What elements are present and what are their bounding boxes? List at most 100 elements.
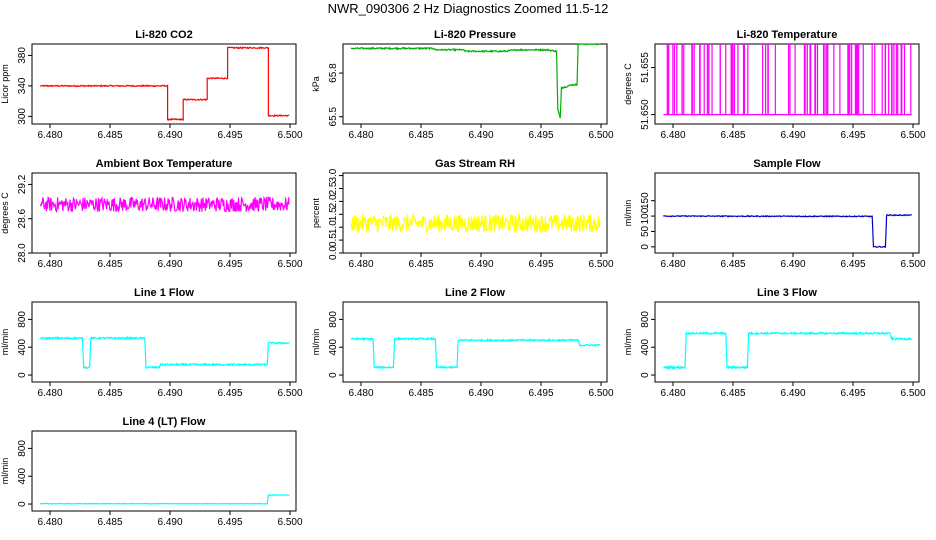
y-tick-label: 800: [640, 311, 651, 328]
y-axis-label: percent: [311, 197, 321, 228]
x-tick-label: 6.490: [157, 517, 182, 528]
y-tick-label: 28.6: [17, 209, 28, 229]
panel-title: Gas Stream RH: [435, 158, 515, 170]
y-tick-label: 400: [17, 338, 28, 355]
plot-frame: [654, 172, 920, 254]
x-tick-label: 6.500: [277, 388, 302, 399]
x-tick-label: 6.480: [348, 388, 373, 399]
x-tick-label: 6.495: [528, 259, 553, 270]
x-tick-label: 6.480: [37, 130, 62, 141]
x-tick-label: 6.500: [900, 130, 925, 141]
y-tick-label: 300: [17, 108, 28, 125]
x-tick-label: 6.480: [37, 388, 62, 399]
x-tick-label: 6.495: [217, 130, 242, 141]
series-line: [350, 212, 601, 234]
y-tick-label: 380: [17, 47, 28, 64]
x-tick-label: 6.485: [97, 130, 122, 141]
x-tick-label: 6.490: [780, 388, 805, 399]
x-tick-label: 6.480: [348, 130, 373, 141]
plot-frame: [31, 430, 297, 512]
x-tick-label: 6.490: [468, 388, 493, 399]
x-tick-label: 6.485: [97, 388, 122, 399]
y-tick-label: 100: [640, 207, 651, 224]
x-tick-label: 6.480: [37, 517, 62, 528]
x-tick-label: 6.500: [277, 517, 302, 528]
plot-frame: [342, 301, 608, 383]
x-tick-label: 6.485: [408, 388, 433, 399]
y-axis-label: kPa: [311, 76, 321, 92]
y-tick-label: 400: [640, 338, 651, 355]
panel-title: Ambient Box Temperature: [96, 158, 233, 170]
y-tick-label: 1.0: [328, 220, 339, 234]
plot-frame: [31, 172, 297, 254]
x-tick-label: 6.490: [157, 259, 182, 270]
panel-title: Li-820 CO2: [135, 29, 192, 41]
x-tick-label: 6.490: [780, 259, 805, 270]
y-tick-label: 28.0: [17, 243, 28, 263]
y-tick-label: 51.655: [640, 52, 651, 83]
panel-title: Sample Flow: [753, 158, 821, 170]
x-tick-label: 6.495: [840, 388, 865, 399]
x-tick-label: 6.480: [660, 130, 685, 141]
x-tick-label: 6.495: [217, 517, 242, 528]
x-tick-label: 6.495: [840, 130, 865, 141]
y-tick-label: 0: [640, 372, 651, 378]
x-tick-label: 6.500: [588, 388, 613, 399]
x-tick-label: 6.500: [588, 259, 613, 270]
plot-frame: [31, 301, 297, 383]
panel-title: Line 3 Flow: [757, 287, 817, 299]
plot-frame: [342, 43, 608, 125]
x-tick-label: 6.480: [660, 259, 685, 270]
y-axis-label: ml/min: [311, 329, 321, 356]
x-tick-label: 6.485: [97, 517, 122, 528]
y-tick-label: 2.0: [328, 194, 339, 208]
series-line: [39, 195, 290, 213]
page-title: NWR_090306 2 Hz Diagnostics Zoomed 11.5-…: [327, 1, 609, 16]
x-tick-label: 6.480: [348, 259, 373, 270]
plot-frame: [31, 43, 297, 125]
y-axis-label: Licor ppm: [0, 64, 10, 104]
y-tick-label: 800: [328, 311, 339, 328]
x-tick-label: 6.490: [468, 130, 493, 141]
panel-title: Line 2 Flow: [445, 287, 505, 299]
x-tick-label: 6.485: [408, 259, 433, 270]
x-tick-label: 6.500: [900, 259, 925, 270]
plot-frame: [654, 301, 920, 383]
series-line: [350, 43, 600, 119]
y-tick-label: 50: [640, 225, 651, 237]
x-tick-label: 6.500: [277, 259, 302, 270]
plot-frame: [654, 43, 920, 125]
x-tick-label: 6.490: [157, 130, 182, 141]
series-line: [39, 46, 290, 122]
x-tick-label: 6.495: [217, 259, 242, 270]
y-tick-label: 3.0: [328, 168, 339, 182]
y-tick-label: 2.5: [328, 181, 339, 195]
x-tick-label: 6.495: [840, 259, 865, 270]
series-line: [663, 330, 913, 371]
x-tick-label: 6.490: [157, 388, 182, 399]
y-tick-label: 65.5: [328, 107, 339, 127]
y-tick-label: 340: [17, 77, 28, 94]
y-tick-label: 0: [17, 372, 28, 378]
series-line: [39, 335, 290, 370]
y-tick-label: 0: [640, 244, 651, 250]
y-tick-label: 400: [17, 467, 28, 484]
x-tick-label: 6.485: [720, 130, 745, 141]
series-line: [350, 336, 601, 370]
y-tick-label: 0.5: [328, 233, 339, 247]
y-axis-label: ml/min: [0, 458, 10, 485]
y-tick-label: 0.0: [328, 246, 339, 260]
y-axis-label: ml/min: [623, 200, 633, 227]
panel-title: Li-820 Temperature: [737, 29, 838, 41]
y-axis-label: degrees C: [623, 63, 633, 105]
x-tick-label: 6.500: [277, 130, 302, 141]
y-axis-label: ml/min: [0, 329, 10, 356]
x-tick-label: 6.485: [408, 130, 433, 141]
y-tick-label: 0: [328, 372, 339, 378]
x-tick-label: 6.485: [97, 259, 122, 270]
x-tick-label: 6.495: [217, 388, 242, 399]
y-tick-label: 400: [328, 338, 339, 355]
y-tick-label: 51.650: [640, 99, 651, 130]
y-axis-label: ml/min: [623, 329, 633, 356]
